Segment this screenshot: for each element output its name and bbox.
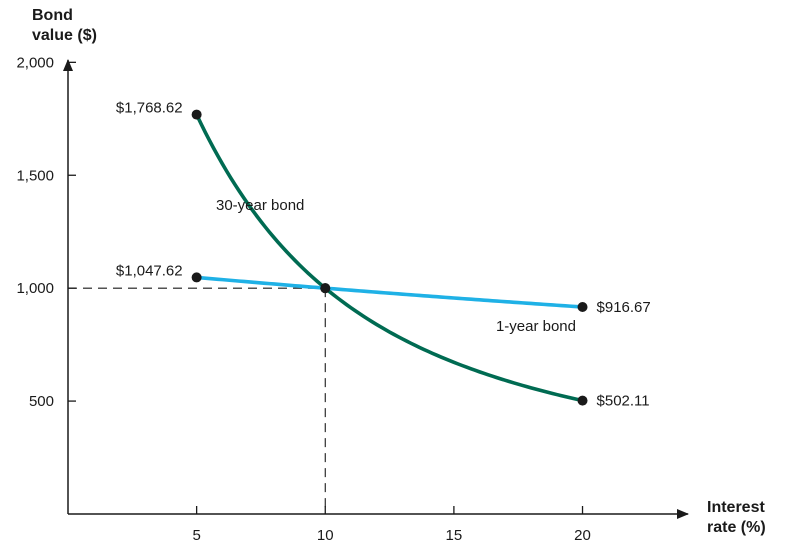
y-tick-label: 1,500 (16, 167, 54, 184)
x-tick-label: 10 (317, 527, 334, 544)
data-point (577, 395, 588, 406)
data-point (320, 283, 331, 294)
x-tick-label: 20 (574, 527, 591, 544)
data-point (191, 109, 202, 120)
x-tick-label: 5 (192, 527, 200, 544)
data-label: $1,047.62 (116, 262, 183, 279)
data-point (577, 301, 588, 312)
series-label-1-year-bond: 1-year bond (496, 318, 576, 335)
y-axis-title-line1: Bond (32, 7, 73, 24)
data-label: $1,768.62 (116, 100, 183, 117)
series-line-1-year-bond (194, 275, 585, 309)
y-axis-title-line2: value ($) (32, 27, 97, 44)
y-tick-label: 500 (29, 393, 54, 410)
x-axis-title-line2: rate (%) (707, 519, 766, 536)
data-label: $502.11 (597, 393, 650, 410)
y-tick-label: 1,000 (16, 280, 54, 297)
series-label-30-year-bond: 30-year bond (216, 197, 304, 214)
x-tick-label: 15 (446, 527, 463, 544)
series-line-30-year-bond (194, 112, 585, 403)
x-axis-title-line1: Interest (707, 499, 765, 516)
y-tick-label: 2,000 (16, 54, 54, 71)
data-point (191, 272, 202, 283)
data-label: $916.67 (597, 299, 651, 316)
